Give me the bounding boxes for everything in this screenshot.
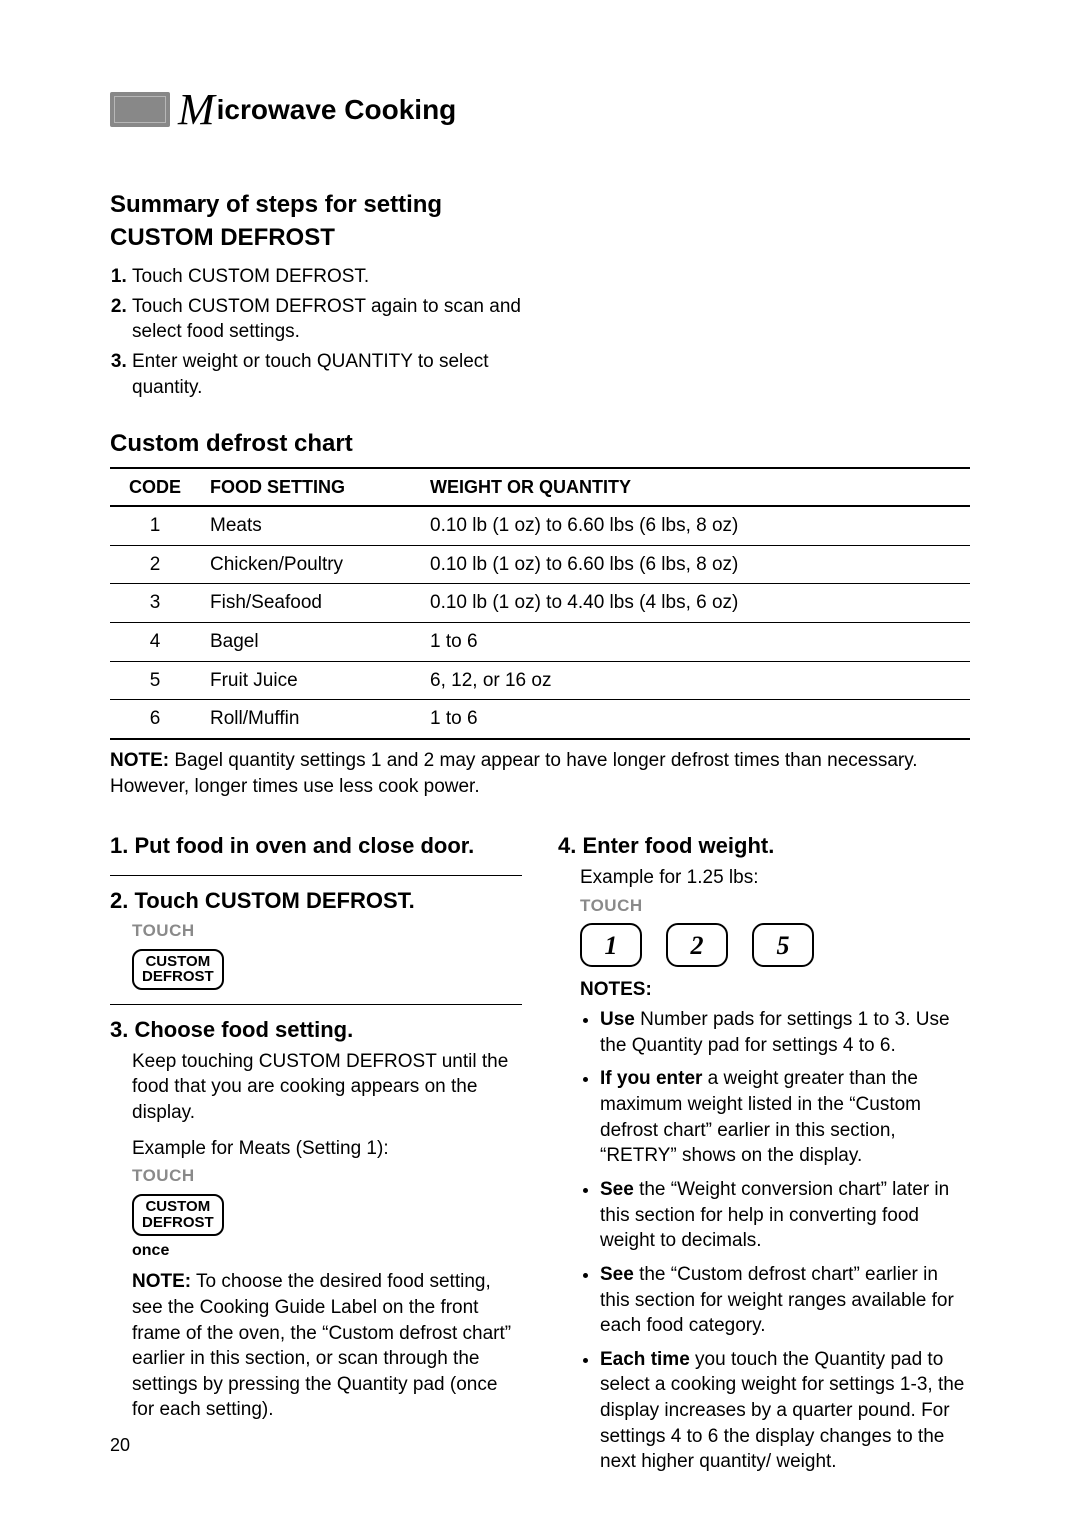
note-bold: Use [600, 1009, 635, 1030]
number-pad-row: 1 2 5 [580, 923, 970, 967]
cell: 6, 12, or 16 oz [420, 661, 970, 700]
btn-line1: CUSTOM [145, 953, 210, 970]
note-text: To choose the desired food setting, see … [132, 1271, 511, 1420]
note-text: the “Weight conversion chart” later in t… [600, 1179, 949, 1251]
cell: 0.10 lb (1 oz) to 6.60 lbs (6 lbs, 8 oz) [420, 545, 970, 584]
table-row: 4Bagel1 to 6 [110, 622, 970, 661]
note-item: See the “Custom defrost chart” earlier i… [600, 1262, 970, 1339]
cell: 1 [110, 506, 200, 545]
cell: 1 to 6 [420, 700, 970, 739]
cell: Meats [200, 506, 420, 545]
note-bold: NOTE: [132, 1271, 191, 1292]
cell: 3 [110, 584, 200, 623]
step-3-text: Keep touching CUSTOM DEFROST until the f… [132, 1049, 522, 1126]
title-rest: icrowave Cooking [217, 91, 457, 129]
number-pad-2[interactable]: 2 [666, 923, 728, 967]
summary-step: Touch CUSTOM DEFROST. [132, 264, 530, 290]
step-2-heading: 2. Touch CUSTOM DEFROST. [132, 886, 522, 916]
step-4-example: Example for 1.25 lbs: [580, 865, 970, 891]
summary-heading-l2: CUSTOM DEFROST [110, 224, 335, 251]
note-text: the “Custom defrost chart” earlier in th… [600, 1264, 954, 1336]
divider [110, 875, 522, 876]
note-item: Use Number pads for settings 1 to 3. Use… [600, 1007, 970, 1058]
cell: Chicken/Poultry [200, 545, 420, 584]
btn-line2: DEFROST [142, 968, 214, 985]
cell: Fish/Seafood [200, 584, 420, 623]
col-food: FOOD SETTING [200, 468, 420, 506]
btn-line1: CUSTOM [145, 1198, 210, 1215]
summary-step: Enter weight or touch QUANTITY to select… [132, 349, 530, 400]
note-bold: If you enter [600, 1068, 702, 1089]
right-column: 4. Enter food weight. Example for 1.25 l… [558, 823, 970, 1483]
page-header: Microwave Cooking [110, 80, 970, 139]
number-pad-1[interactable]: 1 [580, 923, 642, 967]
notes-list: Use Number pads for settings 1 to 3. Use… [580, 1007, 970, 1475]
col-code: CODE [110, 468, 200, 506]
cell: 4 [110, 622, 200, 661]
cell: 6 [110, 700, 200, 739]
note-bold: See [600, 1264, 634, 1285]
note-bold: Each time [600, 1349, 690, 1370]
touch-label: TOUCH [132, 1165, 522, 1188]
brand-logo [110, 92, 170, 127]
note-item: Each time you touch the Quantity pad to … [600, 1347, 970, 1475]
cell: 5 [110, 661, 200, 700]
table-row: 6Roll/Muffin1 to 6 [110, 700, 970, 739]
table-row: 1Meats0.10 lb (1 oz) to 6.60 lbs (6 lbs,… [110, 506, 970, 545]
touch-label: TOUCH [580, 895, 970, 918]
summary-heading: Summary of steps for setting CUSTOM DEFR… [110, 189, 530, 254]
summary-step: Touch CUSTOM DEFROST again to scan and s… [132, 294, 530, 345]
title-script-letter: M [178, 80, 215, 139]
cell: Roll/Muffin [200, 700, 420, 739]
left-column: 1. Put food in oven and close door. 2. T… [110, 823, 522, 1483]
note-item: If you enter a weight greater than the m… [600, 1066, 970, 1169]
step-1-heading: 1. Put food in oven and close door. [132, 831, 522, 861]
note-bold: NOTE: [110, 750, 169, 771]
defrost-chart-table: CODE FOOD SETTING WEIGHT OR QUANTITY 1Me… [110, 467, 970, 740]
step-4-heading: 4. Enter food weight. [580, 831, 970, 861]
page-number: 20 [110, 1433, 522, 1457]
step-3-example: Example for Meats (Setting 1): [132, 1136, 522, 1162]
once-label: once [132, 1240, 522, 1262]
note-item: See the “Weight conversion chart” later … [600, 1177, 970, 1254]
note-bold: See [600, 1179, 634, 1200]
note-text: Bagel quantity settings 1 and 2 may appe… [110, 750, 918, 797]
cell: 0.10 lb (1 oz) to 4.40 lbs (4 lbs, 6 oz) [420, 584, 970, 623]
cell: 0.10 lb (1 oz) to 6.60 lbs (6 lbs, 8 oz) [420, 506, 970, 545]
summary-heading-l1: Summary of steps for setting [110, 191, 442, 218]
summary-block: Summary of steps for setting CUSTOM DEFR… [110, 189, 530, 400]
custom-defrost-button[interactable]: CUSTOMDEFROST [132, 1194, 224, 1236]
number-pad-5[interactable]: 5 [752, 923, 814, 967]
chart-heading: Custom defrost chart [110, 428, 970, 460]
chart-note: NOTE: Bagel quantity settings 1 and 2 ma… [110, 748, 970, 799]
btn-line2: DEFROST [142, 1214, 214, 1231]
note-text: Number pads for settings 1 to 3. Use the… [600, 1009, 950, 1056]
table-row: 2Chicken/Poultry0.10 lb (1 oz) to 6.60 l… [110, 545, 970, 584]
step-3-heading: 3. Choose food setting. [132, 1015, 522, 1045]
custom-defrost-button[interactable]: CUSTOMDEFROST [132, 949, 224, 991]
cell: 2 [110, 545, 200, 584]
summary-steps-list: Touch CUSTOM DEFROST. Touch CUSTOM DEFRO… [110, 264, 530, 400]
touch-label: TOUCH [132, 920, 522, 943]
cell: 1 to 6 [420, 622, 970, 661]
two-column-layout: 1. Put food in oven and close door. 2. T… [110, 823, 970, 1483]
cell: Bagel [200, 622, 420, 661]
table-row: 3Fish/Seafood0.10 lb (1 oz) to 4.40 lbs … [110, 584, 970, 623]
divider [110, 1004, 522, 1005]
step-3-note: NOTE: To choose the desired food setting… [132, 1269, 522, 1423]
cell: Fruit Juice [200, 661, 420, 700]
col-weight: WEIGHT OR QUANTITY [420, 468, 970, 506]
notes-heading: NOTES: [580, 977, 970, 1003]
table-row: 5Fruit Juice6, 12, or 16 oz [110, 661, 970, 700]
